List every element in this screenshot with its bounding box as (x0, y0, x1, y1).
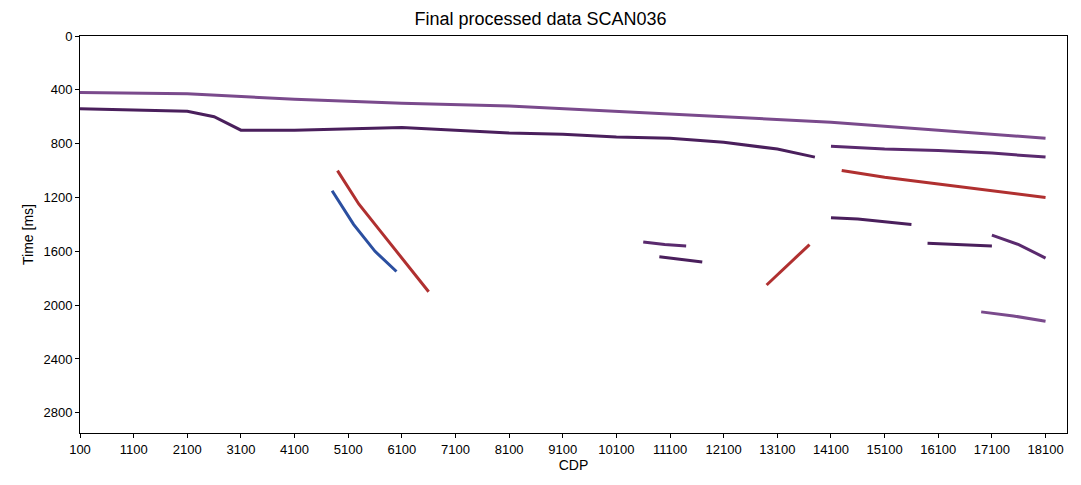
svg-text:4100: 4100 (280, 442, 309, 457)
svg-text:400: 400 (51, 82, 73, 97)
svg-text:11100: 11100 (653, 442, 687, 457)
svg-text:6100: 6100 (387, 442, 416, 457)
svg-text:3100: 3100 (226, 442, 255, 457)
svg-text:2000: 2000 (43, 298, 72, 313)
svg-text:1600: 1600 (43, 244, 72, 259)
svg-text:7100: 7100 (441, 442, 470, 457)
svg-text:8100: 8100 (495, 442, 524, 457)
svg-text:17100: 17100 (974, 442, 1010, 457)
svg-text:2400: 2400 (43, 352, 72, 367)
svg-text:12100: 12100 (706, 442, 742, 457)
svg-text:100: 100 (69, 442, 91, 457)
svg-text:CDP: CDP (559, 457, 589, 473)
svg-text:16100: 16100 (920, 442, 956, 457)
svg-text:9100: 9100 (548, 442, 577, 457)
svg-text:0: 0 (65, 29, 72, 44)
svg-text:1100: 1100 (120, 442, 148, 457)
svg-text:Final processed data SCAN036: Final processed data SCAN036 (414, 9, 666, 29)
svg-text:Time [ms]: Time [ms] (20, 204, 36, 265)
svg-text:5100: 5100 (334, 442, 363, 457)
svg-text:14100: 14100 (813, 442, 849, 457)
svg-text:2800: 2800 (43, 405, 72, 420)
svg-text:15100: 15100 (867, 442, 903, 457)
svg-text:10100: 10100 (598, 442, 634, 457)
svg-text:18100: 18100 (1027, 442, 1063, 457)
svg-text:13100: 13100 (759, 442, 795, 457)
svg-text:800: 800 (51, 136, 73, 151)
svg-text:1200: 1200 (43, 190, 72, 205)
svg-text:2100: 2100 (173, 442, 202, 457)
